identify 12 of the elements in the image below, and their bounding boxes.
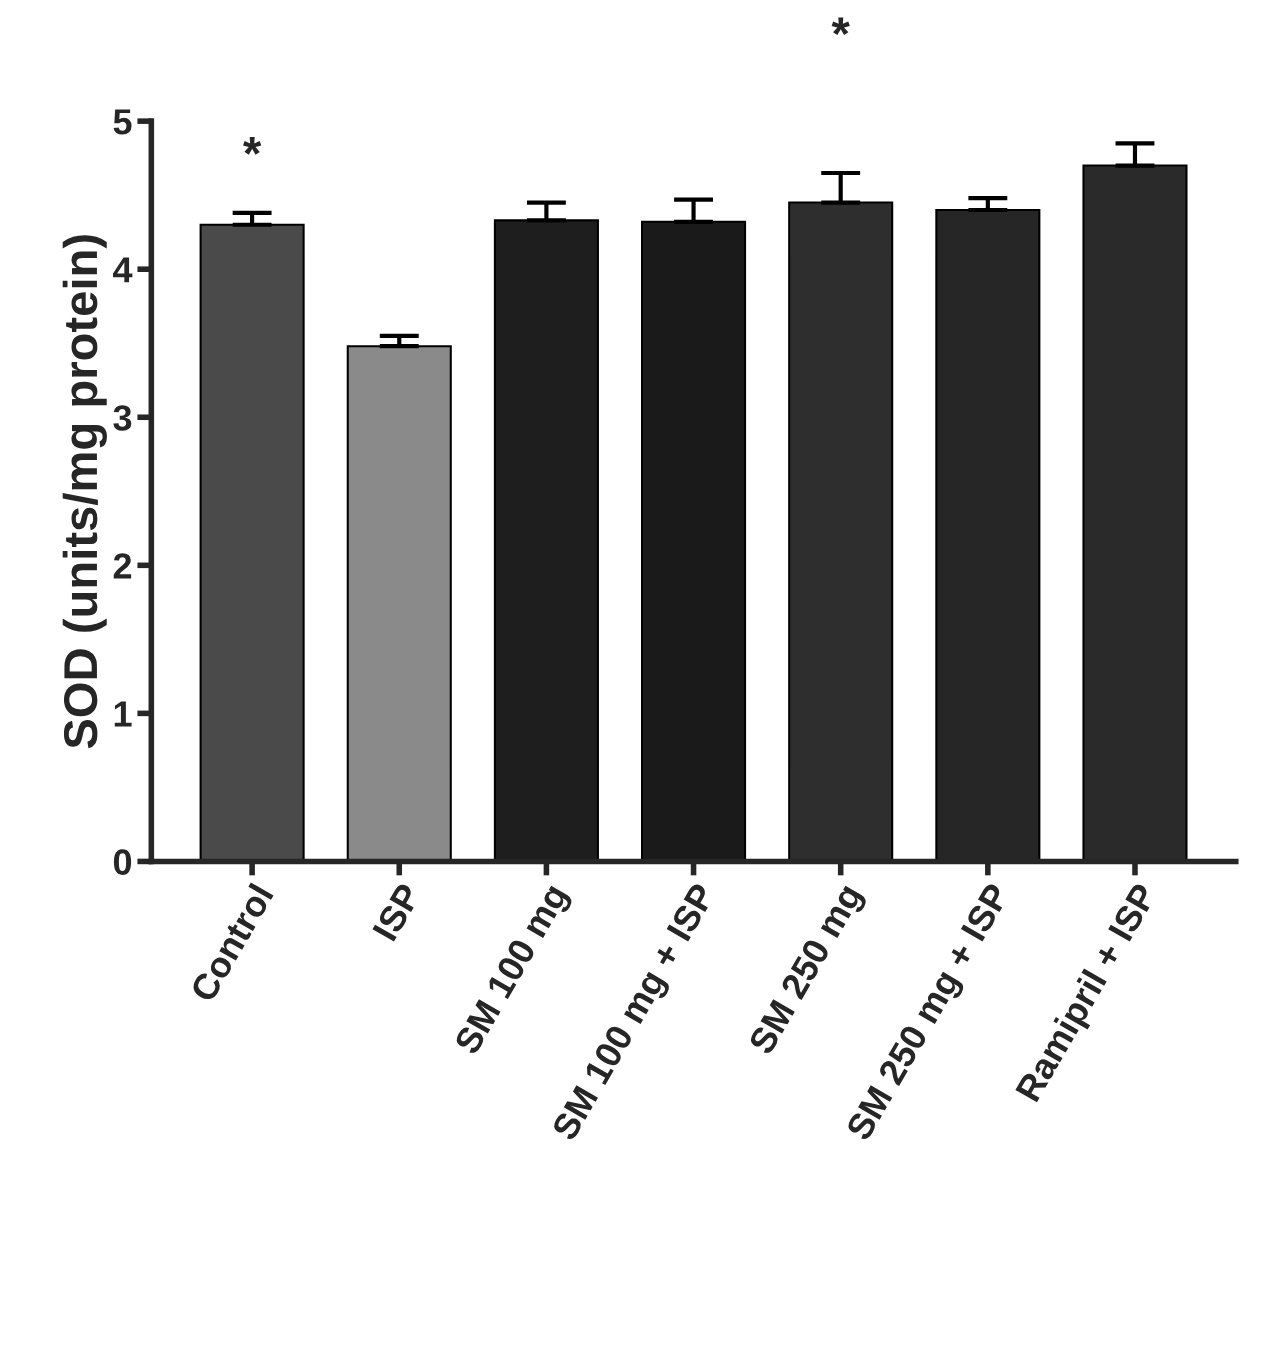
y-axis-title: SOD (units/mg protein) — [62, 235, 107, 749]
y-tick-label: 4 — [113, 257, 133, 283]
y-tick-label: 3 — [113, 405, 132, 431]
text: * — [831, 17, 850, 36]
y-tick-label: 5 — [113, 109, 132, 135]
y-tick-label: 1 — [114, 701, 132, 727]
x-tick-label: SM 100 mg — [453, 882, 575, 1060]
x-tick-label: SM 250 mg — [747, 882, 869, 1060]
x-tick-label: ISP — [372, 881, 422, 942]
y-tick-label: 0 — [113, 849, 132, 875]
y-tick-label: 2 — [113, 553, 132, 579]
annotation: * — [243, 137, 262, 155]
